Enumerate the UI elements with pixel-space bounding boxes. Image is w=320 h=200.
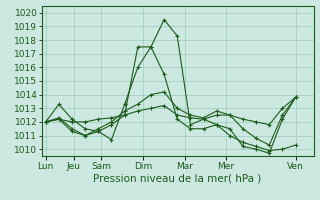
X-axis label: Pression niveau de la mer( hPa ): Pression niveau de la mer( hPa ) xyxy=(93,173,262,183)
